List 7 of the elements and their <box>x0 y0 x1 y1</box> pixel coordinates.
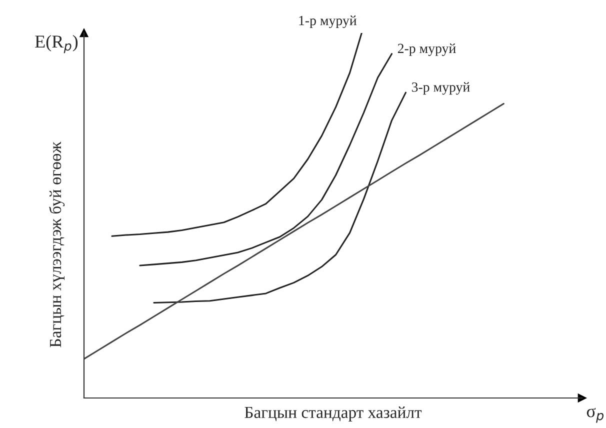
y-axis-title: Багцын хүлээгдэж буй өгөөж <box>49 142 65 348</box>
annotation: 3-р муруй <box>412 82 470 95</box>
annotation: 1-р муруй <box>299 16 357 28</box>
text: E(R$_{p}$) <box>35 34 78 54</box>
x-axis-title: Багцын стандарт хазайлт <box>244 406 422 422</box>
annotation: 2-р муруй <box>398 43 456 56</box>
text: σ$_{p}$ <box>586 408 604 423</box>
